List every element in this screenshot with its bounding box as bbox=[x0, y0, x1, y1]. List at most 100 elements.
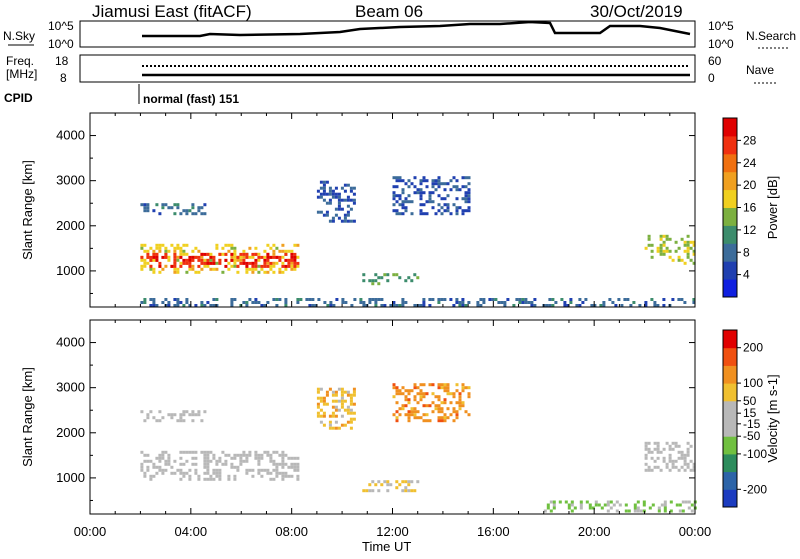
range-cell bbox=[488, 298, 492, 301]
range-cell bbox=[254, 301, 258, 304]
range-cell bbox=[266, 252, 270, 256]
range-cell bbox=[242, 301, 246, 304]
range-cell bbox=[374, 483, 378, 487]
range-cell bbox=[260, 468, 264, 472]
y-axis-label: Slant Range [km] bbox=[20, 367, 35, 467]
range-cell bbox=[143, 474, 147, 478]
range-cell bbox=[401, 392, 405, 396]
range-cell bbox=[194, 471, 198, 475]
range-cell bbox=[242, 255, 246, 259]
range-cell bbox=[158, 249, 162, 253]
range-cell bbox=[398, 392, 402, 396]
range-cell bbox=[251, 261, 255, 265]
range-cell bbox=[233, 474, 237, 478]
range-cell bbox=[340, 402, 344, 406]
range-cell bbox=[158, 270, 162, 274]
range-cell bbox=[149, 246, 153, 250]
range-cell bbox=[404, 279, 408, 283]
range-cell bbox=[579, 503, 583, 507]
range-cell bbox=[239, 261, 243, 265]
range-cell bbox=[191, 462, 195, 466]
range-cell bbox=[413, 407, 417, 411]
range-cell bbox=[182, 419, 186, 423]
range-cell bbox=[161, 416, 165, 420]
range-cell bbox=[328, 423, 332, 427]
range-cell bbox=[425, 392, 429, 396]
range-cell bbox=[146, 465, 150, 469]
range-cell bbox=[206, 450, 210, 454]
scatter-region bbox=[543, 500, 697, 513]
range-cell bbox=[149, 267, 153, 271]
range-cell bbox=[681, 509, 685, 513]
range-cell bbox=[319, 396, 323, 400]
range-cell bbox=[296, 255, 300, 259]
range-cell bbox=[449, 401, 453, 405]
range-cell bbox=[158, 456, 162, 460]
range-cell bbox=[437, 209, 441, 213]
range-cell bbox=[275, 298, 279, 301]
range-cell bbox=[281, 471, 285, 475]
range-cell bbox=[290, 255, 294, 259]
range-cell bbox=[395, 185, 399, 189]
range-cell bbox=[669, 500, 673, 504]
range-cell bbox=[266, 258, 270, 262]
range-cell bbox=[446, 203, 450, 207]
range-cell bbox=[140, 410, 144, 414]
range-cell bbox=[281, 243, 285, 247]
colorbar-label: Velocity [m s-1] bbox=[765, 374, 780, 462]
range-cell bbox=[290, 264, 294, 268]
range-cell bbox=[331, 192, 335, 196]
range-cell bbox=[368, 301, 372, 304]
range-cell bbox=[335, 298, 339, 301]
range-cell bbox=[206, 471, 210, 475]
range-cell bbox=[612, 503, 616, 507]
range-cell bbox=[236, 258, 240, 262]
range-cell bbox=[588, 506, 592, 510]
range-cell bbox=[686, 441, 690, 445]
range-cell bbox=[296, 264, 300, 268]
range-cell bbox=[579, 500, 583, 504]
range-cell bbox=[398, 304, 402, 307]
range-cell bbox=[337, 408, 341, 412]
range-cell bbox=[458, 188, 462, 192]
range-cell bbox=[467, 395, 471, 399]
range-cell bbox=[446, 194, 450, 198]
range-cell bbox=[686, 249, 690, 253]
range-cell bbox=[674, 441, 678, 445]
colorbar-segment bbox=[723, 418, 737, 437]
range-cell bbox=[551, 304, 555, 307]
range-cell bbox=[343, 390, 347, 394]
range-cell bbox=[179, 261, 183, 265]
range-cell bbox=[173, 270, 177, 274]
range-cell bbox=[251, 267, 255, 271]
range-cell bbox=[227, 243, 231, 247]
range-cell bbox=[325, 213, 329, 217]
velocity-data bbox=[140, 383, 697, 513]
range-cell bbox=[254, 246, 258, 250]
range-cell bbox=[455, 188, 459, 192]
range-cell bbox=[173, 471, 177, 475]
range-cell bbox=[606, 509, 610, 513]
range-cell bbox=[203, 453, 207, 457]
range-cell bbox=[434, 212, 438, 216]
range-cell bbox=[194, 462, 198, 466]
range-cell bbox=[422, 212, 426, 216]
range-cell bbox=[152, 416, 156, 420]
range-cell bbox=[437, 298, 441, 301]
range-cell bbox=[395, 212, 399, 216]
range-cell bbox=[434, 395, 438, 399]
range-cell bbox=[644, 468, 648, 472]
range-cell bbox=[266, 255, 270, 259]
range-cell bbox=[230, 465, 234, 469]
range-cell bbox=[380, 483, 384, 487]
range-cell bbox=[563, 301, 567, 304]
range-cell bbox=[179, 419, 183, 423]
range-cell bbox=[692, 298, 696, 301]
range-cell bbox=[461, 301, 465, 304]
range-cell bbox=[359, 301, 363, 304]
range-cell bbox=[200, 212, 204, 216]
range-cell bbox=[543, 509, 547, 513]
range-cell bbox=[230, 462, 234, 466]
range-cell bbox=[567, 503, 571, 507]
colorbar-tick-label: -50 bbox=[743, 429, 761, 443]
